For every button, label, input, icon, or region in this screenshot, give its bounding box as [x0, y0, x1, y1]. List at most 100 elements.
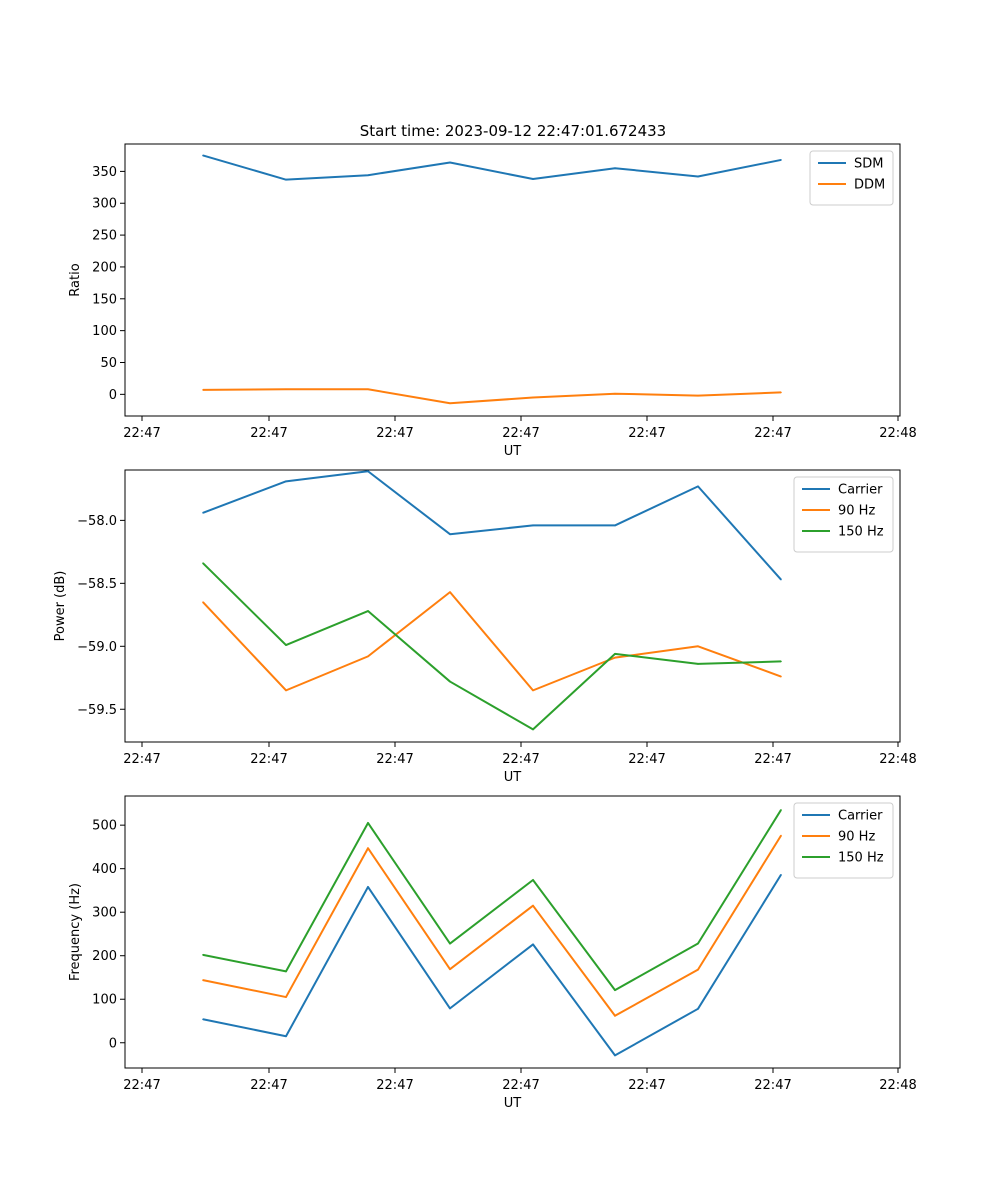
y-tick-label: 100: [92, 993, 117, 1008]
data-point: [532, 904, 534, 907]
data-point: [367, 822, 369, 824]
data-point: [367, 655, 369, 658]
y-tick-label: 500: [92, 819, 117, 834]
data-point: [532, 524, 534, 527]
x-tick-label: 22:47: [123, 1078, 160, 1093]
x-tick-label: 22:48: [879, 752, 916, 767]
x-tick-label: 22:47: [628, 1078, 665, 1093]
axes-frame: [124, 795, 901, 1069]
data-point: [697, 663, 699, 665]
data-point: [697, 175, 699, 178]
data-point: [449, 968, 451, 971]
legend-label: 90 Hz: [838, 504, 875, 519]
data-point: [532, 728, 534, 731]
data-point: [285, 644, 287, 646]
data-point: [202, 954, 204, 956]
legend-label: Carrier: [838, 809, 883, 824]
x-tick-label: 22:47: [123, 752, 160, 767]
data-point: [285, 970, 287, 973]
data-point: [532, 396, 534, 399]
x-tick-label: 22:47: [628, 426, 665, 441]
data-point: [697, 942, 699, 945]
data-point: [532, 689, 534, 692]
data-point: [532, 178, 534, 180]
data-point: [614, 167, 616, 170]
data-point: [697, 394, 699, 397]
x-tick-label: 22:47: [754, 1078, 791, 1093]
data-point: [780, 675, 782, 678]
x-tick-label: 22:47: [754, 426, 791, 441]
x-tick-label: 22:47: [628, 752, 665, 767]
data-point: [367, 174, 369, 177]
legend: Carrier 90 Hz 150 Hz: [793, 476, 894, 553]
y-tick-label: 200: [92, 949, 117, 964]
series-line-90-hz: [202, 835, 782, 1017]
data-point: [285, 689, 287, 692]
data-point: [449, 591, 451, 593]
y-tick-label: 200: [92, 260, 117, 275]
chart-panel-3: 22:47 22:47 22:47 22:47 22:47 22:47 22:48 0 100 2…: [68, 795, 917, 1111]
legend-label: DDM: [854, 178, 885, 193]
y-axis-label: Frequency (Hz): [68, 883, 83, 981]
series-line-90-hz: [202, 591, 782, 692]
data-point: [780, 834, 782, 837]
x-tick-label: 22:47: [250, 752, 287, 767]
y-tick-label: 300: [92, 197, 117, 212]
data-point: [697, 968, 699, 971]
data-point: [614, 524, 616, 527]
data-point: [449, 402, 451, 405]
x-tick-label: 22:48: [879, 1078, 916, 1093]
y-tick-label: −59.5: [77, 703, 117, 718]
data-point: [449, 161, 451, 164]
data-point: [367, 886, 369, 888]
y-axis-label: Ratio: [68, 263, 83, 296]
data-point: [780, 159, 782, 161]
x-axis-label: UT: [504, 1096, 522, 1111]
data-point: [367, 470, 369, 473]
data-point: [780, 873, 782, 876]
series-line-sdm: [202, 154, 782, 181]
y-tick-label: 300: [92, 906, 117, 921]
x-tick-label: 22:47: [250, 1078, 287, 1093]
y-tick-label: 350: [92, 165, 117, 180]
legend: Carrier 90 Hz 150 Hz: [793, 802, 894, 879]
data-point: [285, 1035, 287, 1038]
data-point: [367, 847, 369, 850]
data-point: [780, 578, 782, 581]
data-point: [780, 391, 782, 394]
y-tick-label: 0: [109, 388, 117, 403]
data-point: [449, 1007, 451, 1010]
legend-label: SDM: [854, 157, 883, 172]
data-point: [614, 1054, 616, 1057]
series-line-carrier: [202, 470, 782, 581]
y-tick-label: −58.5: [77, 577, 117, 592]
legend-label: Carrier: [838, 483, 883, 498]
legend-label: 150 Hz: [838, 525, 884, 540]
y-tick-label: 100: [92, 324, 117, 339]
data-point: [532, 879, 534, 881]
data-point: [202, 389, 204, 391]
data-point: [202, 562, 204, 564]
legend-box: [793, 476, 894, 553]
axes-frame: [124, 469, 901, 743]
data-point: [202, 154, 204, 157]
data-point: [367, 388, 369, 391]
x-tick-label: 22:47: [250, 426, 287, 441]
data-point: [367, 610, 369, 612]
data-point: [449, 533, 451, 536]
x-tick-label: 22:47: [123, 426, 160, 441]
data-point: [449, 680, 451, 683]
legend-label: 150 Hz: [838, 851, 884, 866]
y-tick-label: −58.0: [77, 514, 117, 529]
x-tick-label: 22:47: [502, 752, 539, 767]
y-tick-label: 250: [92, 229, 117, 244]
data-point: [202, 512, 204, 514]
data-point: [780, 660, 782, 663]
x-tick-label: 22:47: [502, 426, 539, 441]
chart-panel-2: 22:47 22:47 22:47 22:47 22:47 22:47 22:48 −59.5…: [53, 469, 917, 785]
y-tick-label: 0: [109, 1036, 117, 1051]
y-tick-label: 150: [92, 292, 117, 307]
x-tick-label: 22:47: [376, 752, 413, 767]
data-point: [202, 1018, 204, 1021]
